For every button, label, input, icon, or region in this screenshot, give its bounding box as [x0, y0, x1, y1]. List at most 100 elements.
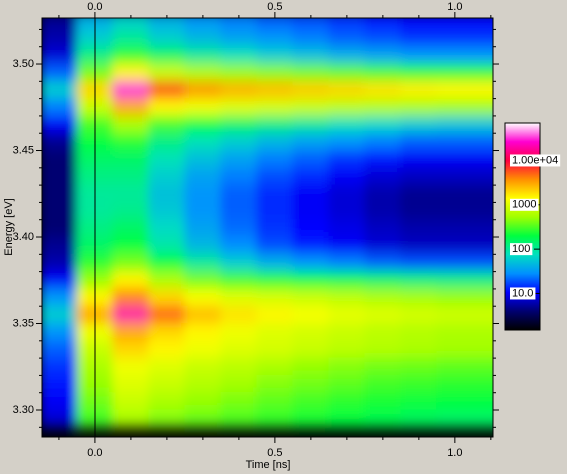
- heatmap-cell: [112, 201, 150, 221]
- heatmap-cell: [400, 288, 438, 307]
- heatmap-cell: [472, 219, 493, 238]
- heatmap-cell: [292, 167, 330, 186]
- heatmap-cell: [472, 357, 493, 376]
- colorbar-label-box: [510, 243, 533, 256]
- heatmap-cell: [328, 132, 366, 152]
- heatmap-cell: [400, 340, 438, 359]
- heatmap-cell: [436, 18, 474, 30]
- heatmap-cell: [328, 150, 366, 169]
- heatmap-cell: [472, 305, 493, 325]
- heatmap-cell: [364, 18, 402, 30]
- heatmap-cell: [436, 323, 474, 342]
- heatmap-cell: [364, 80, 402, 100]
- heatmap-cell: [220, 305, 258, 325]
- heatmap-cell: [42, 323, 78, 342]
- heatmap-cell: [112, 305, 150, 325]
- heatmap-cell: [472, 132, 493, 152]
- heatmap-cell: [292, 18, 330, 30]
- colorbar-tick-label: 10.0: [512, 287, 533, 299]
- heatmap-cell: [328, 271, 366, 290]
- heatmap-cell: [364, 236, 402, 255]
- heatmap-cell: [42, 28, 78, 48]
- x-tick-label: 1.0: [447, 447, 462, 459]
- heatmap-cell: [42, 392, 78, 411]
- heatmap-cell: [256, 184, 294, 203]
- heatmap-cell: [400, 150, 438, 169]
- heatmap-cell: [328, 28, 366, 48]
- heatmap-cell: [148, 409, 186, 428]
- heatmap-cell: [400, 219, 438, 238]
- heatmap-cell: [256, 18, 294, 30]
- heatmap-cell: [328, 63, 366, 82]
- heatmap-cell: [328, 305, 366, 325]
- heatmap-cell: [256, 271, 294, 290]
- heatmap-cell: [184, 357, 222, 376]
- heatmap-cell: [472, 150, 493, 169]
- heatmap-cell: [184, 271, 222, 290]
- heatmap-cell: [184, 253, 222, 273]
- heatmap-cell: [112, 98, 150, 117]
- heatmap-cell: [472, 46, 493, 65]
- heatmap-cell: [292, 150, 330, 169]
- heatmap-cell: [364, 167, 402, 186]
- heatmap-cell: [42, 374, 78, 394]
- heatmap-cell: [256, 253, 294, 273]
- heatmap-cell: [184, 115, 222, 134]
- heatmap-cell: [400, 374, 438, 394]
- heatmap-cell: [148, 28, 186, 48]
- heatmap-cell: [112, 167, 150, 186]
- heatmap-cell: [256, 201, 294, 221]
- x-axis-label: Time [ns]: [246, 459, 291, 471]
- heatmap-cell: [364, 98, 402, 117]
- heatmap-cell: [148, 323, 186, 342]
- heatmap-cell: [472, 253, 493, 273]
- heatmap-cell: [436, 150, 474, 169]
- heatmap-cell: [148, 98, 186, 117]
- heatmap-cell: [184, 201, 222, 221]
- heatmap-cell: [328, 288, 366, 307]
- heatmap-cell: [472, 63, 493, 82]
- heatmap-cell: [292, 63, 330, 82]
- heatmap-cell: [42, 236, 78, 255]
- heatmap-cell: [364, 288, 402, 307]
- heatmap-cell: [292, 132, 330, 152]
- heatmap-cell: [148, 201, 186, 221]
- heatmap-cell: [472, 201, 493, 221]
- colorbar-tick-label: 1000: [512, 199, 536, 211]
- heatmap-cell: [472, 184, 493, 203]
- heatmap-cell: [184, 392, 222, 411]
- heatmap-cell: [148, 150, 186, 169]
- heatmap-cell: [436, 253, 474, 273]
- heatmap-cell: [148, 219, 186, 238]
- heatmap-cell: [436, 236, 474, 255]
- heatmap-cell: [400, 409, 438, 428]
- heatmap-cell: [112, 150, 150, 169]
- heatmap-cell: [42, 18, 78, 30]
- heatmap-cell: [42, 253, 78, 273]
- heatmap-cell: [472, 392, 493, 411]
- heatmap-cell: [220, 288, 258, 307]
- heatmap-cell: [220, 132, 258, 152]
- heatmap-cell: [328, 115, 366, 134]
- heatmap-cell: [184, 132, 222, 152]
- heatmap-cell: [400, 357, 438, 376]
- heatmap-cell: [112, 253, 150, 273]
- heatmap-cell: [364, 357, 402, 376]
- heatmap-cell: [42, 409, 78, 428]
- heatmap-cell: [220, 253, 258, 273]
- colorbar-tick-label: 1.00e+04: [512, 154, 558, 166]
- heatmap-cell: [364, 271, 402, 290]
- heatmap-cell: [364, 374, 402, 394]
- heatmap-cell: [292, 115, 330, 134]
- heatmap-cell: [220, 271, 258, 290]
- heatmap-cell: [472, 374, 493, 394]
- heatmap-cell: [328, 409, 366, 428]
- heatmap-cell: [220, 80, 258, 100]
- heatmap-cell: [292, 409, 330, 428]
- heatmap-cell: [42, 63, 78, 82]
- heatmap-cell: [292, 253, 330, 273]
- heatmap-cell: [292, 236, 330, 255]
- heatmap-cell: [42, 271, 78, 290]
